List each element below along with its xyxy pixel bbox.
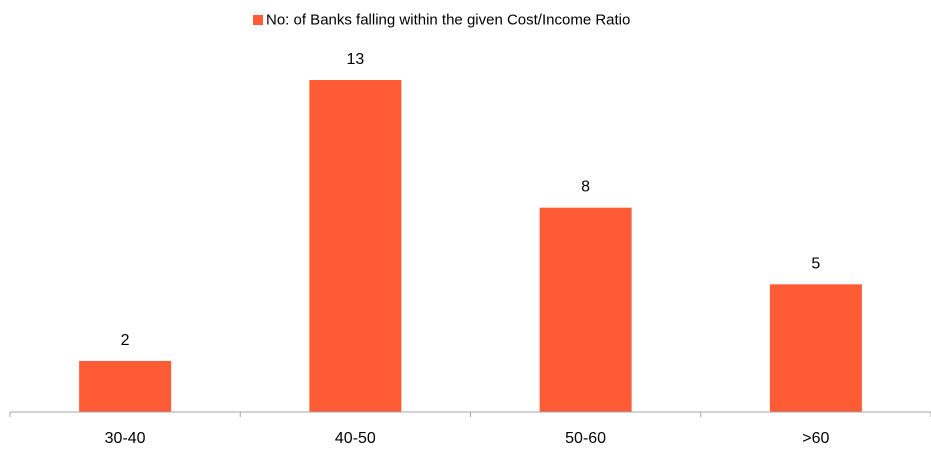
data-labels: 2 13 8 5 [121, 51, 821, 349]
x-axis-label-2: 50-60 [565, 430, 606, 447]
legend-swatch [253, 15, 263, 25]
data-label-0: 2 [121, 332, 130, 349]
data-label-3: 5 [811, 255, 820, 272]
legend-label: No: of Banks falling within the given Co… [266, 12, 630, 29]
bar-0 [79, 360, 172, 412]
bar-3 [769, 284, 862, 412]
x-axis-ticks [9, 412, 931, 417]
data-label-2: 8 [581, 179, 590, 196]
data-label-1: 13 [346, 51, 364, 68]
bar-1 [309, 80, 402, 412]
x-axis-label-1: 40-50 [335, 430, 376, 447]
bar-2 [539, 207, 632, 412]
bars [79, 80, 862, 412]
legend: No: of Banks falling within the given Co… [253, 12, 630, 29]
x-axis-label-0: 30-40 [105, 430, 146, 447]
x-axis-label-3: >60 [802, 430, 829, 447]
x-axis-labels: 30-40 40-50 50-60 >60 [105, 430, 830, 447]
